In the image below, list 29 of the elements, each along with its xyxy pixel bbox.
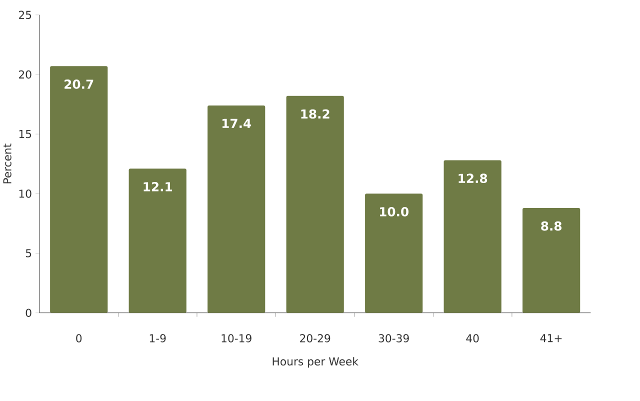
bar — [208, 105, 266, 313]
bar — [365, 194, 423, 313]
data-label: 10.0 — [380, 206, 409, 216]
x-tick-label: 20-29 — [300, 334, 330, 342]
data-label: 12.1 — [144, 182, 172, 192]
bar — [444, 160, 502, 313]
y-tick-label: 15 — [19, 130, 32, 138]
y-tick-label: 0 — [26, 308, 32, 317]
x-axis-title: Hours per Week — [272, 356, 358, 368]
y-axis-title: Percent — [3, 144, 12, 184]
y-tick-label: 25 — [18, 10, 32, 19]
x-tick-label: 10-19 — [222, 334, 252, 342]
bar — [50, 66, 108, 313]
x-tick-label: 41+ — [540, 334, 562, 342]
x-tick-label: 40 — [466, 334, 479, 342]
data-label: 18.2 — [301, 109, 330, 119]
data-label: 17.4 — [222, 118, 252, 128]
y-tick-label: 5 — [26, 249, 32, 258]
data-label: 12.8 — [458, 174, 488, 183]
y-tick-label: 10 — [19, 189, 32, 198]
x-tick-label: 1-9 — [150, 334, 166, 342]
x-tick-label: 30-39 — [378, 334, 409, 342]
bar — [286, 96, 344, 313]
bar — [522, 208, 580, 313]
y-tick-label: 20 — [18, 70, 32, 78]
data-label: 8.8 — [541, 221, 562, 231]
x-tick-label: 0 — [76, 334, 82, 342]
data-label: 20.7 — [64, 79, 94, 89]
bar — [128, 168, 186, 313]
